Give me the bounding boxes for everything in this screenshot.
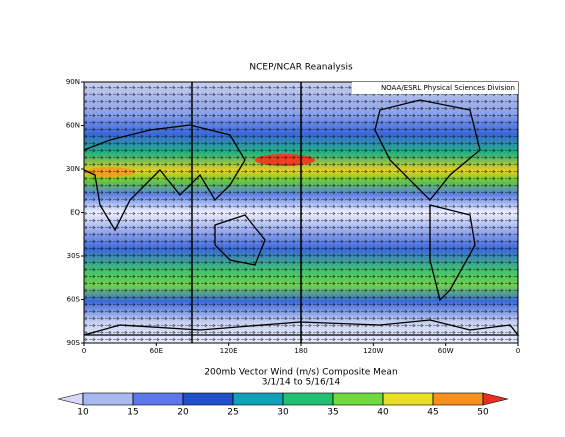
colorbar-segment [132,392,184,406]
colorbar-label: 45 [427,408,438,418]
colorbar-label: 30 [277,408,289,418]
colorbar-segment [332,392,384,406]
colorbar-label: 25 [227,408,238,418]
colorbar-segment [282,392,334,406]
lat-label: 60S [67,296,81,304]
lat-label: 90N [66,78,80,86]
lon-label: 120E [220,347,238,355]
colorbar-segment [82,392,134,406]
colorbar-over [482,392,509,406]
colorbar-segment [182,392,234,406]
caption-line: 3/1/14 to 5/16/14 [262,378,341,388]
colorbar-label: 50 [477,408,489,418]
colorbar-segment [382,392,434,406]
lon-label: 0 [82,347,86,355]
lon-label: 120W [363,347,383,355]
colorbar-label: 10 [77,408,89,418]
colorbar-label: 35 [327,408,338,418]
lon-label: 60W [438,347,454,355]
lon-label: 180 [294,347,307,355]
lon-label: 0 [516,347,520,355]
caption-line: 200mb Vector Wind (m/s) Composite Mean [204,368,397,378]
map: NOAA/ESRL Physical Sciences Division [83,81,520,344]
credit: NOAA/ESRL Physical Sciences Division [381,84,515,92]
colorbar-label: 20 [177,408,189,418]
colorbar-label: 40 [377,408,389,418]
colorbar-under [57,392,84,406]
lat-label: 30S [67,252,81,260]
colorbar-label: 15 [127,408,138,418]
lon-label: 60E [150,347,163,355]
colorbar-segment [432,392,484,406]
lat-label: EQ [70,209,80,217]
coastlines [83,99,520,336]
lat-label: 30N [66,165,80,173]
credit-box [352,82,518,94]
lat-label: 90S [67,339,81,347]
title: NCEP/NCAR Reanalysis [249,63,353,73]
colorbar: 10 15 20 25 30 35 40 45 50 [57,392,509,418]
colorbar-segment [232,392,284,406]
lat-label: 60N [66,122,80,130]
